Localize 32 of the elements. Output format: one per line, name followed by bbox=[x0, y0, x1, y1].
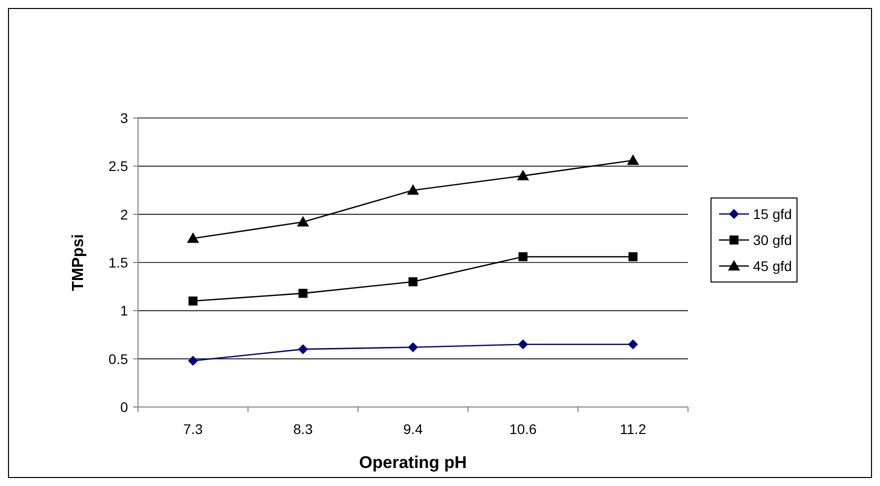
point bbox=[627, 154, 639, 165]
point bbox=[297, 216, 309, 227]
legend-label: 15 gfd bbox=[753, 206, 792, 222]
y-tick-label: 0 bbox=[120, 399, 128, 415]
y-axis-title: TMPpsi bbox=[70, 234, 87, 291]
point bbox=[518, 252, 528, 262]
point bbox=[628, 252, 638, 262]
y-tick-label: 2.5 bbox=[108, 158, 128, 174]
y-tick-label: 0.5 bbox=[108, 350, 128, 367]
y-tick-label: 3 bbox=[120, 110, 128, 126]
x-tick-label: 7.3 bbox=[183, 421, 203, 437]
point bbox=[187, 232, 199, 243]
x-axis-title: Operating pH bbox=[359, 453, 467, 472]
x-tick-label: 8.3 bbox=[293, 421, 313, 437]
point bbox=[518, 339, 528, 350]
legend-label: 45 gfd bbox=[753, 258, 792, 274]
point bbox=[517, 170, 529, 180]
point bbox=[188, 296, 198, 306]
point bbox=[188, 356, 198, 366]
x-tick-label: 9.4 bbox=[403, 421, 423, 437]
x-tick-label: 10.6 bbox=[509, 421, 537, 437]
point bbox=[408, 277, 418, 286]
point bbox=[628, 339, 638, 350]
legend-label: 30 gfd bbox=[753, 232, 792, 248]
x-tick-label: 11.2 bbox=[620, 421, 646, 437]
point bbox=[298, 288, 308, 298]
point bbox=[407, 184, 419, 195]
y-tick-label: 1.5 bbox=[108, 254, 128, 270]
y-tick-label: 1 bbox=[120, 302, 128, 319]
point bbox=[298, 344, 308, 354]
y-tick-label: 2 bbox=[120, 206, 128, 222]
point bbox=[408, 342, 418, 352]
